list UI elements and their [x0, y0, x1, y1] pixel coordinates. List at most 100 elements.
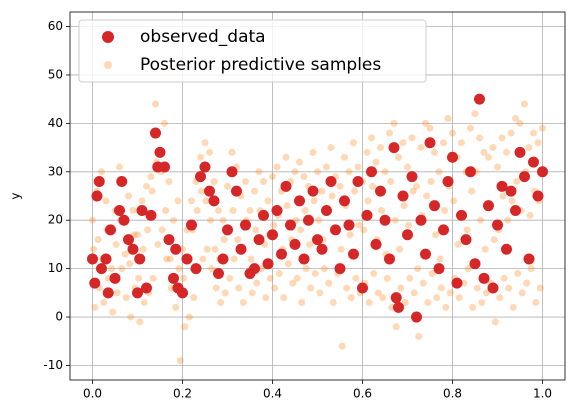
observed-point	[487, 282, 499, 294]
sample-point	[127, 313, 135, 321]
sample-point	[163, 255, 171, 263]
sample-point	[409, 187, 417, 195]
sample-point	[94, 236, 102, 244]
observed-point	[334, 263, 346, 275]
sample-point	[108, 265, 116, 273]
observed-point	[384, 253, 395, 265]
sample-point	[229, 207, 237, 215]
sample-point	[410, 289, 418, 297]
sample-point	[172, 303, 180, 311]
sample-point	[364, 197, 372, 205]
sample-point	[508, 197, 516, 205]
observed-point	[505, 185, 517, 197]
sample-point	[208, 265, 216, 273]
observed-point	[307, 185, 319, 197]
sample-point	[320, 265, 328, 273]
sample-point	[404, 163, 411, 171]
sample-point	[235, 284, 243, 292]
sample-point	[175, 265, 183, 273]
legend-marker	[104, 61, 112, 69]
sample-point	[315, 216, 323, 224]
y-tick-label: 40	[48, 116, 63, 130]
sample-point	[98, 168, 105, 176]
sample-point	[251, 187, 258, 195]
sample-point	[234, 236, 242, 244]
legend: observed_data Posterior predictive sampl…	[78, 19, 427, 83]
sample-point	[408, 134, 416, 142]
sample-point	[341, 153, 348, 161]
sample-point	[176, 357, 184, 365]
sample-point	[162, 207, 170, 215]
sample-point	[354, 163, 362, 171]
observed-point	[208, 195, 220, 207]
sample-point	[424, 299, 432, 307]
sample-point	[532, 299, 540, 307]
sample-point	[301, 207, 309, 215]
sample-point	[220, 236, 228, 244]
observed-point	[496, 180, 508, 192]
sample-point	[377, 144, 384, 152]
observed-point	[276, 248, 287, 260]
observed-point	[96, 263, 107, 275]
sample-point	[343, 284, 351, 292]
sample-point	[139, 245, 147, 253]
sample-point	[441, 207, 449, 215]
observed-point	[93, 175, 105, 187]
sample-point	[363, 148, 371, 156]
observed-point	[134, 253, 146, 265]
sample-point	[423, 192, 431, 200]
sample-point	[454, 240, 462, 248]
observed-point	[163, 234, 175, 246]
observed-point	[528, 156, 539, 168]
sample-point	[391, 216, 399, 224]
sample-point	[298, 299, 306, 307]
sample-point	[387, 177, 395, 185]
sample-point	[126, 260, 134, 268]
sample-point	[198, 187, 206, 195]
observed-point	[262, 258, 274, 270]
y-tick-label: 0	[55, 310, 63, 324]
sample-point	[296, 158, 303, 166]
sample-point	[282, 153, 290, 161]
sample-point	[202, 197, 210, 205]
sample-point	[197, 153, 204, 161]
sample-point	[372, 158, 380, 166]
observed-point	[519, 171, 530, 183]
sample-point	[212, 284, 220, 292]
sample-point	[442, 303, 450, 311]
observed-point	[429, 200, 440, 212]
observed-point	[379, 214, 391, 226]
observed-point	[89, 277, 101, 289]
sample-point	[336, 182, 344, 190]
sample-point	[329, 299, 337, 307]
observed-point	[249, 263, 260, 275]
sample-point	[450, 197, 458, 205]
sample-point	[417, 144, 425, 152]
sample-point	[215, 207, 222, 215]
sample-point	[422, 119, 429, 127]
observed-point	[357, 282, 368, 294]
sample-point	[415, 332, 423, 340]
sample-point	[185, 313, 193, 321]
sample-point	[360, 226, 368, 234]
observed-point	[159, 161, 170, 173]
sample-point	[427, 177, 435, 185]
observed-point	[267, 229, 278, 241]
sample-point	[436, 255, 444, 263]
sample-point	[291, 168, 299, 176]
observed-point	[492, 219, 503, 231]
sample-point	[246, 207, 254, 215]
sample-point	[302, 265, 310, 273]
observed-point	[343, 219, 355, 231]
observed-point	[271, 205, 283, 217]
sample-point	[473, 284, 481, 292]
observed-point	[105, 224, 116, 236]
sample-point	[199, 255, 207, 263]
observed-point	[460, 234, 472, 246]
y-tick-label: 10	[48, 261, 63, 275]
sample-point	[180, 274, 188, 282]
observed-point	[397, 190, 409, 202]
observed-point	[154, 146, 166, 158]
sample-point	[112, 240, 120, 248]
sample-point	[534, 139, 542, 147]
